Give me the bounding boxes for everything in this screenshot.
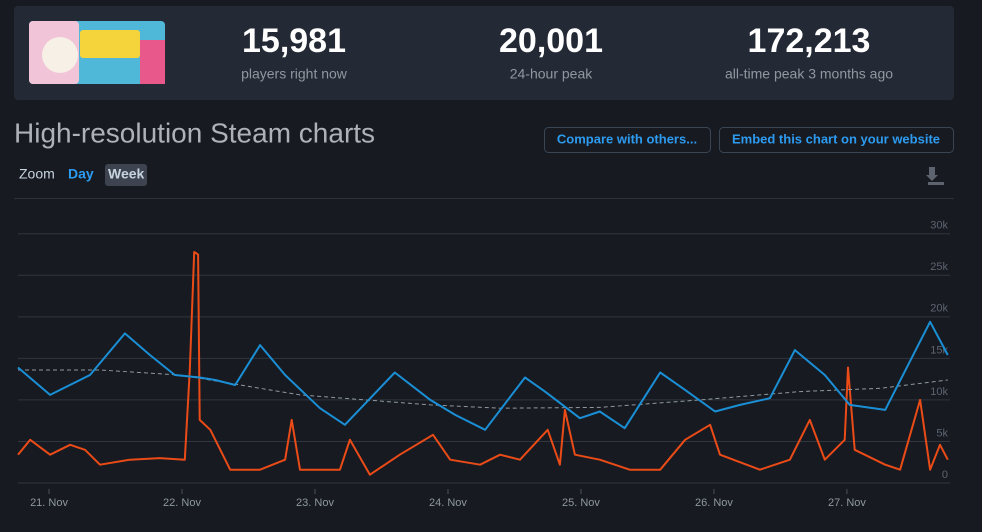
x-tick-label: 27. Nov bbox=[828, 497, 866, 509]
y-tick-label: 30k bbox=[930, 220, 948, 232]
x-tick-label: 26. Nov bbox=[695, 497, 733, 509]
download-icon[interactable] bbox=[926, 167, 944, 185]
series-line bbox=[18, 369, 948, 409]
game-image[interactable] bbox=[29, 21, 165, 84]
compare-button[interactable] bbox=[544, 127, 711, 153]
y-tick-label: 25k bbox=[930, 261, 948, 273]
zoom-label: Zoom bbox=[19, 166, 55, 182]
stat-label: players right now bbox=[241, 66, 348, 82]
series-line bbox=[17, 320, 949, 431]
stat-label: all-time peak 3 months ago bbox=[725, 66, 893, 82]
icon-part bbox=[928, 182, 944, 185]
embed-button-label[interactable]: Embed this chart on your website bbox=[732, 131, 940, 146]
x-tick-label: 24. Nov bbox=[429, 497, 467, 509]
icon-part bbox=[929, 167, 935, 176]
y-tick-label: 20k bbox=[930, 303, 948, 315]
icon-part bbox=[926, 175, 938, 181]
header-panel bbox=[14, 6, 954, 100]
image-part bbox=[80, 30, 140, 58]
compare-button-label[interactable]: Compare with others... bbox=[557, 131, 697, 146]
zoom-selected bbox=[105, 164, 147, 186]
x-tick-label: 25. Nov bbox=[562, 497, 600, 509]
stat-label: 24-hour peak bbox=[510, 66, 594, 82]
y-tick-label: 0 bbox=[942, 469, 948, 481]
y-tick-label: 10k bbox=[930, 386, 948, 398]
page-title: High-resolution Steam charts bbox=[14, 117, 375, 148]
x-tick-label: 21. Nov bbox=[30, 497, 68, 509]
stat-value: 20,001 bbox=[499, 22, 603, 60]
stat-value: 172,213 bbox=[748, 22, 871, 60]
image-part bbox=[42, 37, 78, 73]
x-tick-label: 22. Nov bbox=[163, 497, 201, 509]
embed-button[interactable] bbox=[719, 127, 954, 153]
zoom-option[interactable]: Day bbox=[68, 166, 94, 182]
y-tick-label: 5k bbox=[936, 427, 948, 439]
stat-value: 15,981 bbox=[242, 22, 346, 60]
zoom-option[interactable]: Week bbox=[108, 166, 145, 182]
series-line bbox=[17, 251, 949, 476]
x-tick-label: 23. Nov bbox=[296, 497, 334, 509]
image-part bbox=[140, 40, 165, 84]
